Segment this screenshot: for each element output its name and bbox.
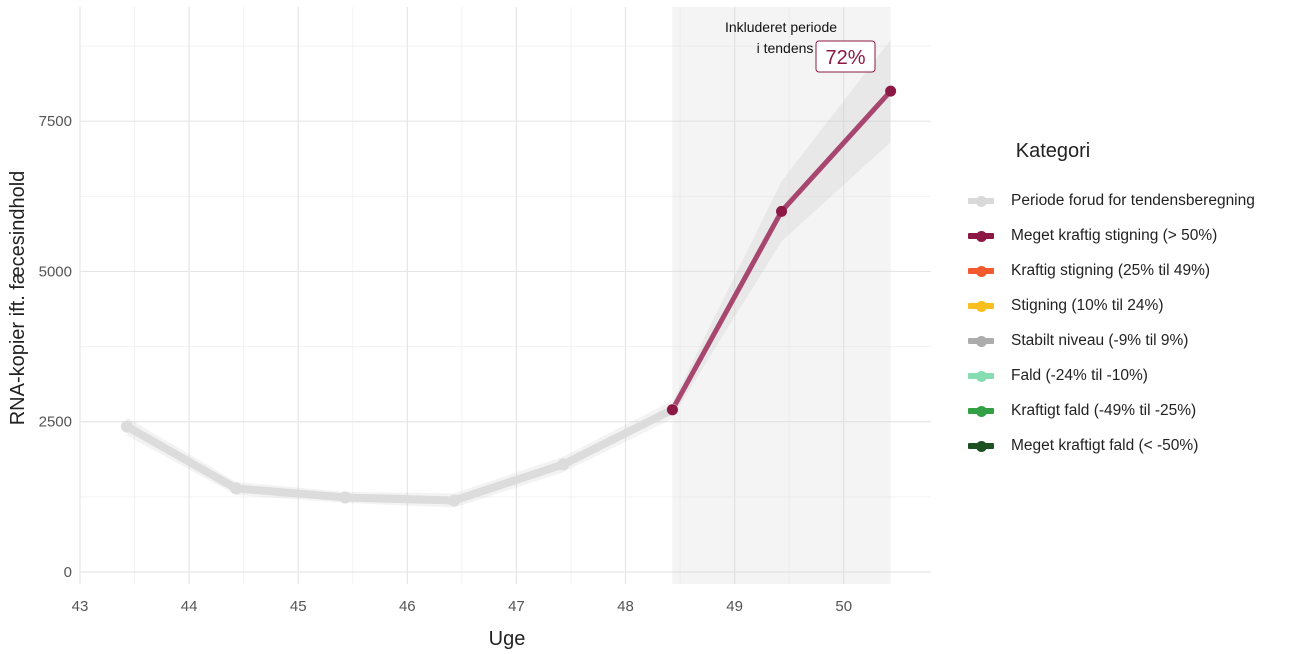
legend-swatch <box>966 404 996 418</box>
legend-label: Fald (-24% til -10%) <box>1011 366 1148 384</box>
y-tick-label: 5000 <box>39 263 72 280</box>
legend-item: Kraftig stigning (25% til 49%) <box>966 253 1296 288</box>
x-tick-label: 46 <box>399 598 416 615</box>
confidence-band-0 <box>126 400 673 508</box>
legend: Kategori Periode forud for tendensberegn… <box>966 140 1296 463</box>
x-tick-label: 45 <box>290 598 307 615</box>
legend-swatch <box>966 439 996 453</box>
y-tick-label: 7500 <box>39 113 72 130</box>
legend-swatch <box>966 194 996 208</box>
x-axis-ticks: 43 44 45 46 47 48 49 50 <box>72 598 852 615</box>
legend-item: Fald (-24% til -10%) <box>966 358 1296 393</box>
annotation-group: Inkluderet periode i tendens 72% <box>725 19 876 73</box>
data-point <box>885 85 897 97</box>
shaded-region-label-line1: Inkluderet periode <box>725 19 837 35</box>
data-point <box>230 482 243 495</box>
legend-label: Kraftig stigning (25% til 49%) <box>1011 261 1211 279</box>
legend-swatch <box>966 334 996 348</box>
x-tick-label: 49 <box>726 598 743 615</box>
series-line-0 <box>122 405 677 505</box>
shaded-region <box>672 7 891 584</box>
legend-label: Stigning (10% til 24%) <box>1011 296 1164 314</box>
legend-item: Periode forud for tendensberegning <box>966 183 1296 218</box>
percent-badge: 72% <box>825 47 865 69</box>
data-point <box>339 491 352 504</box>
x-tick-label: 48 <box>617 598 634 615</box>
x-tick-label: 47 <box>508 598 525 615</box>
data-point <box>448 494 461 507</box>
series-points <box>120 85 897 507</box>
shaded-region-label-line2: i tendens <box>757 40 814 56</box>
legend-item: Stigning (10% til 24%) <box>966 288 1296 323</box>
x-tick-label: 43 <box>72 598 89 615</box>
legend-label: Stabilt niveau (-9% til 9%) <box>1011 331 1189 349</box>
confidence-bands <box>126 40 891 508</box>
confidence-band-1 <box>672 40 891 417</box>
y-tick-label: 0 <box>64 564 72 581</box>
data-point <box>776 205 788 217</box>
y-axis-label: RNA-kopier ift. fæcesindhold <box>7 171 29 426</box>
legend-swatch <box>966 369 996 383</box>
legend-item: Kraftigt fald (-49% til -25%) <box>966 393 1296 428</box>
grid-lines <box>79 7 931 584</box>
legend-label: Meget kraftig stigning (> 50%) <box>1011 226 1218 244</box>
legend-title: Kategori <box>1015 140 1091 162</box>
legend-label: Meget kraftigt fald (< -50%) <box>1011 436 1199 454</box>
legend-swatch <box>966 299 996 313</box>
percent-badge-box <box>815 40 876 73</box>
trend-period-shade <box>672 7 891 584</box>
legend-item: Meget kraftig stigning (> 50%) <box>966 218 1296 253</box>
y-tick-label: 2500 <box>39 414 72 431</box>
legend-item: Stabilt niveau (-9% til 9%) <box>966 323 1296 358</box>
x-axis-label: Uge <box>489 628 526 650</box>
legend-item: Meget kraftigt fald (< -50%) <box>966 428 1296 463</box>
data-point <box>666 404 678 416</box>
y-axis-ticks: 0 2500 5000 7500 <box>39 113 72 581</box>
data-point <box>120 420 133 433</box>
legend-label: Kraftigt fald (-49% til -25%) <box>1011 401 1197 419</box>
data-point <box>557 458 570 471</box>
legend-label: Periode forud for tendensberegning <box>1011 191 1255 209</box>
x-tick-label: 44 <box>181 598 198 615</box>
legend-items: Periode forud for tendensberegning Meget … <box>966 183 1296 463</box>
x-tick-label: 50 <box>835 598 852 615</box>
legend-swatch <box>966 264 996 278</box>
legend-swatch <box>966 229 996 243</box>
